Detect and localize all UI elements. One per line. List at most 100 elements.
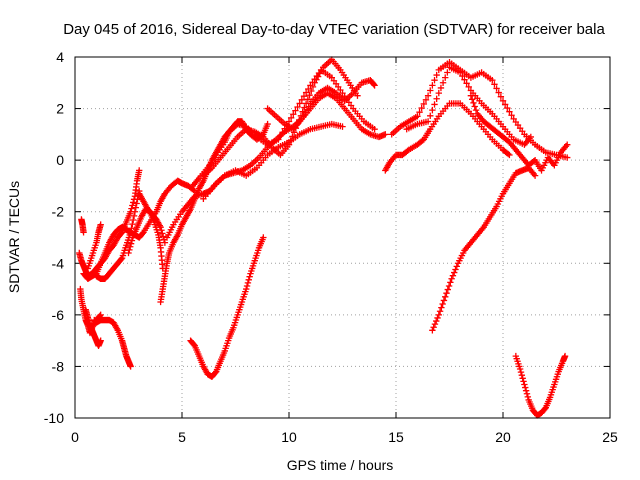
data-point	[97, 221, 104, 228]
data-point	[290, 129, 298, 136]
series-arc-07	[84, 221, 104, 272]
x-tick-label: 20	[495, 429, 511, 445]
data-point	[443, 289, 450, 297]
data-point	[468, 96, 476, 103]
data-point	[531, 172, 539, 179]
data-point	[128, 205, 135, 212]
data-point	[158, 227, 165, 234]
y-tick-label: -4	[52, 255, 65, 271]
data-point	[128, 237, 136, 244]
data-point	[434, 314, 441, 322]
data-point	[522, 387, 530, 394]
data-point	[97, 337, 104, 344]
data-point	[501, 101, 509, 108]
data-point	[132, 204, 139, 211]
data-point	[523, 390, 531, 397]
data-point	[435, 311, 442, 319]
data-point	[264, 120, 271, 128]
data-point	[429, 106, 436, 114]
data-point	[442, 293, 449, 301]
data-point	[126, 246, 133, 254]
data-point	[290, 111, 297, 118]
data-point	[442, 74, 449, 81]
data-point	[561, 352, 569, 360]
data-point	[493, 85, 500, 92]
data-point	[437, 84, 445, 92]
series-arc-04	[82, 306, 104, 349]
x-tick-label: 10	[281, 429, 297, 445]
data-point	[309, 83, 317, 91]
series-arc-21	[467, 92, 571, 174]
y-tick-label: -10	[44, 410, 64, 426]
x-axis-label: GPS time / hours	[287, 457, 394, 473]
series-arc-10	[136, 190, 169, 246]
data-series	[76, 56, 571, 419]
data-point	[130, 199, 137, 206]
data-point	[129, 220, 136, 228]
data-point	[371, 126, 378, 133]
data-point	[452, 266, 459, 273]
y-tick-label: -2	[52, 204, 65, 220]
data-point	[277, 132, 284, 140]
plot-frame	[74, 56, 611, 419]
data-point	[130, 212, 138, 220]
data-point	[430, 324, 437, 331]
data-point	[463, 80, 470, 87]
data-point	[260, 234, 267, 241]
data-point	[431, 77, 438, 84]
data-point	[444, 69, 451, 76]
x-tick-label: 5	[178, 429, 186, 445]
y-tick-label: -8	[52, 358, 65, 374]
data-point	[275, 136, 282, 143]
data-point	[451, 269, 458, 276]
data-point	[431, 101, 438, 108]
data-point	[80, 229, 87, 236]
grid	[75, 57, 610, 418]
data-point	[444, 286, 451, 293]
data-point	[445, 282, 453, 290]
data-point	[429, 327, 436, 334]
data-point	[520, 378, 527, 385]
series-arc-17	[264, 77, 378, 133]
y-tick-label: 2	[56, 101, 64, 117]
data-point	[127, 243, 134, 250]
data-point	[491, 81, 498, 88]
data-point	[506, 108, 513, 115]
data-point	[424, 92, 432, 99]
data-point	[287, 114, 295, 122]
data-point	[461, 76, 468, 83]
data-point	[161, 239, 169, 246]
data-point	[489, 77, 496, 84]
data-point	[527, 133, 535, 141]
data-point	[420, 100, 428, 108]
data-point	[519, 375, 526, 382]
data-point	[471, 103, 478, 110]
data-point	[118, 255, 125, 263]
data-point	[516, 365, 524, 373]
x-tick-label: 25	[602, 429, 618, 445]
data-point	[435, 89, 442, 97]
data-point	[522, 384, 529, 391]
data-point	[300, 92, 308, 100]
x-tick-label: 0	[71, 429, 79, 445]
data-point	[285, 118, 293, 125]
data-point	[133, 200, 140, 207]
data-point	[448, 275, 455, 282]
data-point	[449, 272, 457, 279]
data-point	[157, 223, 164, 231]
data-point	[382, 131, 389, 138]
data-point	[499, 97, 507, 105]
data-point	[292, 107, 299, 114]
data-point	[504, 104, 511, 112]
data-point	[524, 393, 532, 401]
data-point	[497, 93, 505, 100]
data-point	[467, 92, 475, 99]
data-point	[440, 297, 448, 304]
chart-title: Day 045 of 2016, Sidereal Day-to-day VTE…	[63, 21, 605, 38]
data-point	[129, 202, 136, 209]
y-tick-label: -6	[52, 307, 65, 323]
data-point	[436, 308, 444, 315]
data-point	[433, 317, 440, 325]
